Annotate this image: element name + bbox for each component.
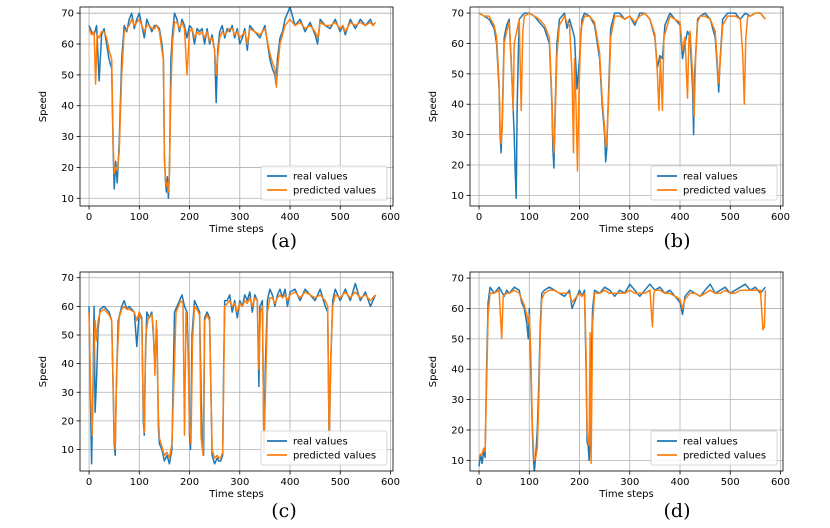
y-tick-label: 50	[61, 330, 74, 341]
y-tick-label: 60	[451, 39, 464, 50]
x-tick-label: 300	[230, 477, 249, 488]
y-tick-label: 10	[451, 191, 464, 202]
plot-frame	[469, 6, 784, 207]
real-values-line	[478, 12, 766, 200]
x-tick-label: 300	[230, 212, 249, 223]
x-tick-label: 400	[670, 212, 689, 223]
y-tick-label: 60	[61, 40, 74, 51]
legend-real-label: real values	[293, 437, 348, 448]
x-tick-label: 0	[476, 477, 482, 488]
predicted-values-line	[478, 12, 766, 172]
y-axis-label: Speed	[428, 356, 439, 387]
x-tick-label: 300	[620, 212, 639, 223]
x-tick-label: 500	[721, 212, 740, 223]
x-tick-label: 400	[280, 212, 299, 223]
x-tick-label: 300	[620, 477, 639, 488]
y-tick-label: 70	[451, 9, 464, 20]
legend-predicted-label: predicted values	[293, 451, 376, 462]
plot-frame	[469, 271, 784, 472]
x-tick-label: 0	[476, 212, 482, 223]
legend-predicted-label: predicted values	[293, 186, 376, 197]
x-tick-label: 400	[670, 477, 689, 488]
y-axis-label: Speed	[38, 91, 49, 122]
y-tick-label: 30	[451, 395, 464, 406]
chart-panel-3: 0 100 200 300 400 500 600 10 20 30 40 50 60 70 Time st…	[38, 271, 400, 522]
y-tick-label: 70	[451, 274, 464, 285]
y-tick-label: 50	[61, 70, 74, 81]
plot-frame	[79, 271, 394, 472]
y-tick-label: 60	[451, 304, 464, 315]
y-tick-label: 70	[61, 9, 74, 20]
predicted-values-line	[88, 291, 376, 459]
y-axis-label: Speed	[428, 91, 439, 122]
chart-panel-1: 0 100 200 300 400 500 600 10 20 30 40 50 60 70 Time st…	[38, 6, 400, 252]
x-tick-label: 100	[130, 212, 149, 223]
x-tick-label: 0	[86, 212, 92, 223]
x-tick-label: 500	[721, 477, 740, 488]
panel-caption: (a)	[271, 230, 297, 252]
y-tick-label: 10	[451, 456, 464, 467]
x-tick-label: 100	[520, 477, 539, 488]
y-tick-label: 30	[451, 130, 464, 141]
y-tick-label: 50	[451, 334, 464, 345]
y-tick-label: 60	[61, 302, 74, 313]
legend-real-label: real values	[683, 172, 738, 183]
legend-real-label: real values	[683, 437, 738, 448]
chart-panel-4: 0 100 200 300 400 500 600 10 20 30 40 50 60 70 Time st…	[428, 271, 790, 522]
x-axis-label: Time steps	[598, 489, 654, 500]
y-tick-label: 70	[61, 273, 74, 284]
y-tick-label: 20	[451, 425, 464, 436]
y-tick-label: 50	[451, 69, 464, 80]
panel-caption: (b)	[664, 230, 691, 252]
y-tick-label: 40	[61, 101, 74, 112]
predicted-values-line	[478, 289, 767, 465]
y-tick-label: 30	[61, 388, 74, 399]
legend-box	[650, 165, 778, 201]
legend-predicted-label: predicted values	[683, 451, 766, 462]
x-tick-label: 500	[331, 477, 350, 488]
y-tick-label: 40	[451, 365, 464, 376]
legend-predicted-label: predicted values	[683, 186, 766, 197]
x-tick-label: 100	[520, 212, 539, 223]
y-tick-label: 30	[61, 132, 74, 143]
y-tick-label: 40	[451, 100, 464, 111]
x-tick-label: 400	[280, 477, 299, 488]
x-tick-label: 200	[180, 477, 199, 488]
x-axis-label: Time steps	[598, 224, 654, 235]
y-axis-label: Speed	[38, 356, 49, 387]
x-axis-label: Time steps	[208, 489, 264, 500]
legend-real-label: real values	[293, 172, 348, 183]
legend-box	[650, 430, 778, 466]
x-tick-label: 600	[771, 477, 790, 488]
y-tick-label: 20	[61, 163, 74, 174]
y-tick-label: 20	[61, 416, 74, 427]
x-tick-label: 600	[381, 477, 400, 488]
legend-box	[260, 430, 388, 466]
chart-panel-2: 0 100 200 300 400 500 600 10 20 30 40 50 60 70 Time st…	[428, 6, 790, 252]
x-tick-label: 600	[771, 212, 790, 223]
y-tick-label: 20	[451, 160, 464, 171]
x-tick-label: 0	[86, 477, 92, 488]
panel-caption: (c)	[271, 500, 296, 522]
y-tick-label: 10	[61, 445, 74, 456]
x-tick-label: 200	[570, 477, 589, 488]
x-tick-label: 200	[570, 212, 589, 223]
x-tick-label: 100	[130, 477, 149, 488]
x-tick-label: 500	[331, 212, 350, 223]
x-tick-label: 600	[381, 212, 400, 223]
legend-box	[260, 165, 388, 201]
x-axis-label: Time steps	[208, 224, 264, 235]
plot-frame	[79, 6, 394, 207]
y-tick-label: 10	[61, 194, 74, 205]
predicted-values-line	[88, 18, 376, 193]
x-tick-label: 200	[180, 212, 199, 223]
panel-caption: (d)	[664, 500, 691, 522]
y-tick-label: 40	[61, 359, 74, 370]
